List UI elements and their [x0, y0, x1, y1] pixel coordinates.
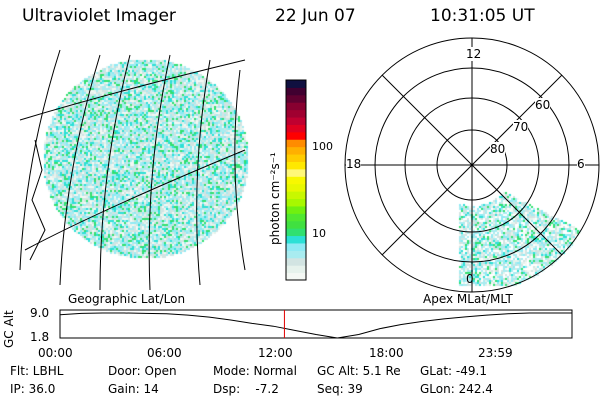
left-panel-caption: Geographic Lat/Lon [68, 292, 186, 306]
alt-xtick-3: 18:00 [369, 346, 404, 360]
info-glon: GLon: 242.4 [420, 382, 493, 396]
mlt-label-18: 18 [346, 157, 362, 171]
info-gain: Gain: 14 [108, 382, 159, 396]
info-glat: GLat: -49.1 [420, 364, 487, 378]
mlt-label-0: 0 [466, 272, 474, 286]
mlt-label-12: 12 [466, 47, 482, 61]
right-panel-caption: Apex MLat/MLT [423, 292, 513, 306]
colorbar-label: photon cm⁻²s⁻¹ [268, 152, 282, 245]
info-dsp: Dsp: -7.2 [213, 382, 279, 396]
mlt-label-6: 6 [577, 157, 585, 171]
time-label: 10:31:05 UT [430, 6, 535, 26]
alt-xtick-4: 23:59 [478, 346, 513, 360]
info-ip: IP: 36.0 [10, 382, 56, 396]
info-mode: Mode: Normal [213, 364, 297, 378]
alt-ytick-max: 9.0 [30, 306, 50, 320]
info-gc-alt: GC Alt: 5.1 Re [317, 364, 401, 378]
alt-xtick-0: 00:00 [38, 346, 73, 360]
date-label: 22 Jun 07 [275, 6, 356, 26]
instrument-title: Ultraviolet Imager [22, 6, 176, 26]
info-seq: Seq: 39 [317, 382, 363, 396]
info-filter: Flt: LBHL [10, 364, 64, 378]
colorbar-tick-100: 100 [312, 140, 333, 153]
alt-xtick-1: 06:00 [147, 346, 182, 360]
info-door: Door: Open [108, 364, 177, 378]
lat-label-60: 60 [535, 98, 551, 112]
alt-ytick-min: 1.8 [30, 330, 50, 344]
alt-ylabel: GC Alt [2, 310, 16, 348]
lat-label-80: 80 [490, 142, 506, 156]
lat-label-70: 70 [513, 120, 529, 134]
colorbar-tick-10: 10 [312, 227, 326, 240]
alt-xtick-2: 12:00 [258, 346, 293, 360]
